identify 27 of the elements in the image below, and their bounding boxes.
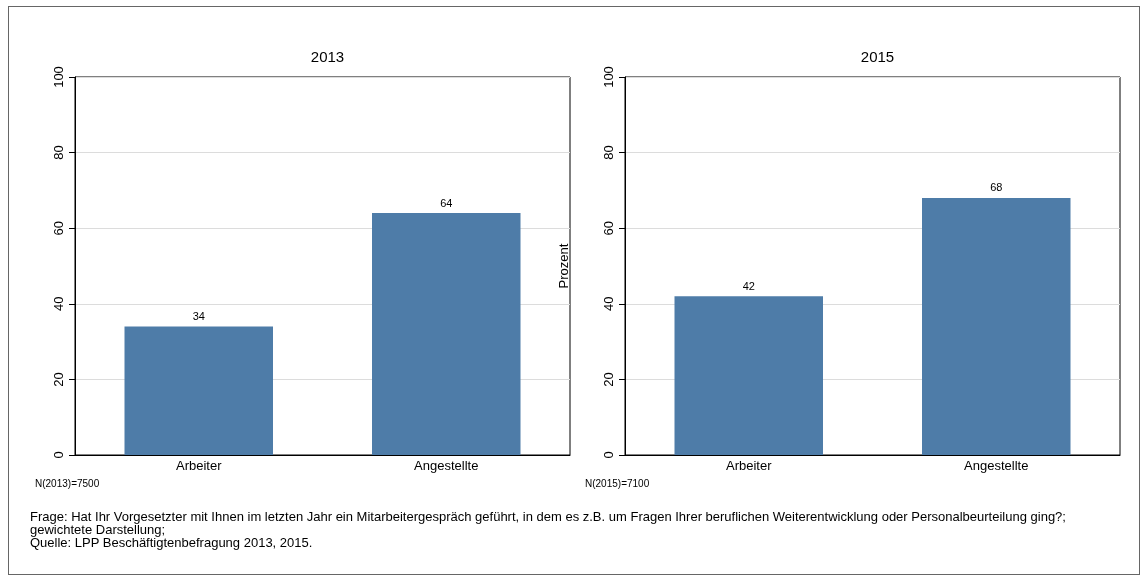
x-tick-label: Angestellte (964, 458, 1029, 473)
text: N(2015)=7100 (585, 477, 650, 489)
chart-title: 2013 (310, 48, 345, 65)
text: Frage: Hat Ihr Vorgesetzter mit Ihnen im letzten Jahr ein Mitarbeitergespräch geführt, in dem es z.B. um Fragen Ihrer beruflichen Weiterentwicklung oder Personalbeurteilung ging?; gewichtete Darstellung; (30, 509, 1067, 537)
y-tick-label: 0 (601, 451, 616, 459)
y-tick-label: 100 (51, 66, 66, 88)
y-tick-label: 20 (601, 372, 616, 387)
x-tick-label: Angestellte (414, 458, 479, 473)
chart-title: 2015 (860, 48, 895, 65)
text: N(2013)=7500 (35, 477, 100, 489)
y-tick-label: 40 (51, 296, 66, 312)
y-tick-label: 60 (601, 220, 616, 236)
y-axis-title: Prozent (556, 243, 571, 289)
x-tick-label: Arbeiter (725, 458, 773, 473)
data-label: 34 (192, 309, 205, 322)
y-tick-label: 80 (601, 145, 616, 160)
y-tick-label: 40 (601, 296, 616, 312)
y-tick-label: 100 (601, 66, 616, 88)
y-tick-label: 80 (51, 145, 66, 160)
data-label: 64 (440, 196, 453, 209)
x-tick-label: Arbeiter (175, 458, 223, 473)
source-note: Quelle: LPP Beschäftigtenbefragung 2013, 2015. (30, 535, 314, 550)
data-label: 68 (990, 181, 1003, 194)
data-label: 42 (742, 279, 755, 292)
y-tick-label: 0 (51, 451, 66, 459)
y-tick-label: 20 (51, 372, 66, 387)
y-tick-label: 60 (51, 220, 66, 236)
